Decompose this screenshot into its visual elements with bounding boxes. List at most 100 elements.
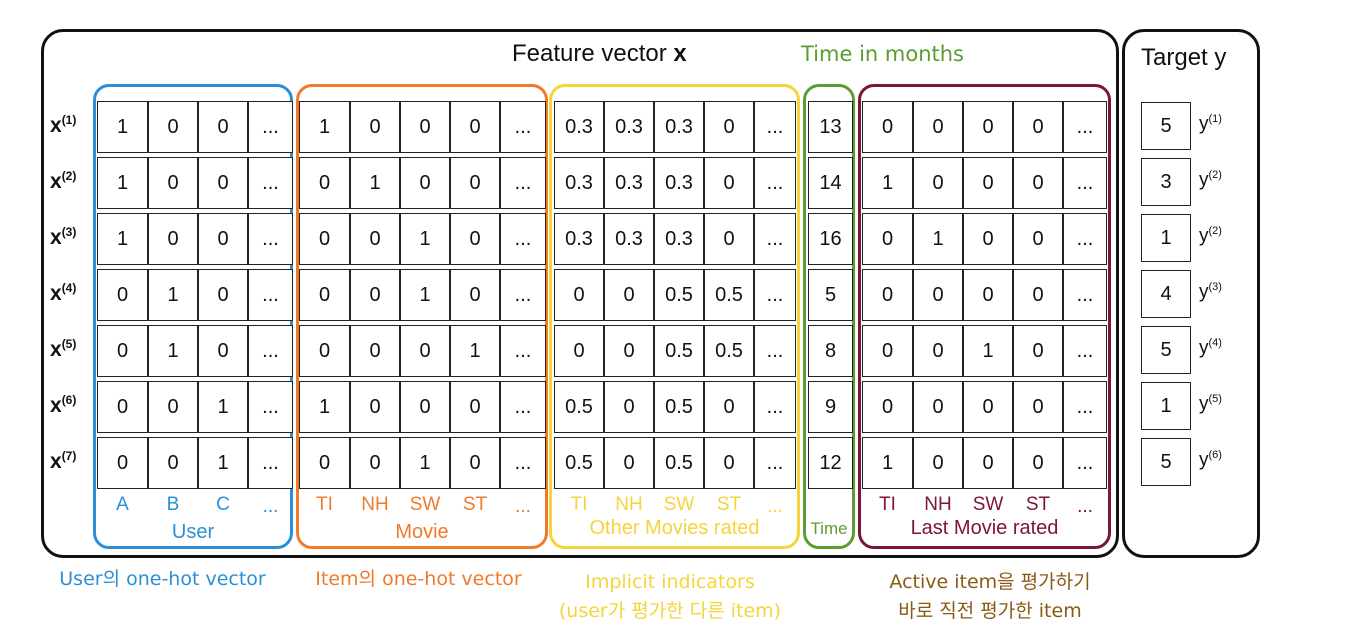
matrix-cell: 0.3 xyxy=(554,101,604,153)
time-group-box xyxy=(803,84,855,549)
matrix-cell: 0 xyxy=(963,381,1013,433)
matrix-cell: ... xyxy=(1063,437,1107,489)
matrix-cell: 0 xyxy=(450,213,500,265)
matrix-cell: ... xyxy=(500,325,546,377)
row-label: x(5) xyxy=(50,337,77,361)
matrix-cell: 0 xyxy=(97,381,148,433)
matrix-cell: ... xyxy=(1063,325,1107,377)
caption-implicit-line1: Implicit indicators xyxy=(585,571,755,593)
matrix-cell: 0 xyxy=(704,157,754,209)
matrix-cell: ... xyxy=(1063,213,1107,265)
matrix-cell: 1 xyxy=(350,157,400,209)
matrix-cell: 0 xyxy=(350,213,400,265)
group-name-user: User xyxy=(171,521,215,543)
matrix-cell: 0 xyxy=(913,325,963,377)
matrix-cell: 0 xyxy=(198,213,248,265)
matrix-cell: 0 xyxy=(450,157,500,209)
matrix-cell: 0.3 xyxy=(654,213,704,265)
last-movie-group-box xyxy=(858,84,1111,549)
column-label-last: SW xyxy=(972,494,1004,515)
column-label-other: TI xyxy=(570,494,588,515)
matrix-cell: 1 xyxy=(299,101,350,153)
target-cell: 1 xyxy=(1141,382,1191,430)
matrix-cell: 1 xyxy=(913,213,963,265)
matrix-cell: ... xyxy=(248,157,293,209)
column-label-last: ST xyxy=(1025,494,1051,515)
target-cell: 1 xyxy=(1141,214,1191,262)
matrix-cell: ... xyxy=(754,213,796,265)
caption-user: User의 one-hot vector xyxy=(59,568,266,590)
target-label: y(5) xyxy=(1199,393,1222,415)
column-label-other: SW xyxy=(663,494,695,515)
matrix-cell: 0 xyxy=(554,269,604,321)
target-label: y(3) xyxy=(1199,281,1222,303)
group-name-movie: Movie xyxy=(395,521,449,543)
matrix-cell: 14 xyxy=(808,157,853,209)
matrix-cell: ... xyxy=(248,381,293,433)
matrix-cell: ... xyxy=(1063,381,1107,433)
matrix-cell: 0.3 xyxy=(604,101,654,153)
matrix-cell: 0.3 xyxy=(654,157,704,209)
caption-active-line2: 바로 직전 평가한 item xyxy=(898,600,1082,622)
column-label-user: A xyxy=(116,494,129,515)
matrix-cell: 0 xyxy=(299,325,350,377)
matrix-cell: 0 xyxy=(1013,157,1063,209)
matrix-cell: 0 xyxy=(450,381,500,433)
matrix-cell: 0 xyxy=(862,325,913,377)
matrix-cell: 0 xyxy=(450,101,500,153)
target-label: y(1) xyxy=(1199,113,1222,135)
matrix-cell: 0 xyxy=(350,381,400,433)
target-cell: 5 xyxy=(1141,438,1191,486)
matrix-cell: 0 xyxy=(148,101,198,153)
matrix-cell: ... xyxy=(500,437,546,489)
column-label-other: ST xyxy=(716,494,742,515)
matrix-cell: 0 xyxy=(450,437,500,489)
matrix-cell: 0 xyxy=(198,157,248,209)
matrix-cell: ... xyxy=(754,269,796,321)
matrix-cell: 0 xyxy=(350,325,400,377)
matrix-cell: 0.5 xyxy=(704,325,754,377)
matrix-cell: 0 xyxy=(913,101,963,153)
matrix-cell: 5 xyxy=(808,269,853,321)
matrix-cell: 0 xyxy=(862,101,913,153)
matrix-cell: 8 xyxy=(808,325,853,377)
matrix-cell: 0 xyxy=(862,213,913,265)
matrix-cell: 0 xyxy=(1013,381,1063,433)
time-in-months-title: Time in months xyxy=(801,42,964,66)
matrix-cell: 1 xyxy=(148,269,198,321)
matrix-cell: 0 xyxy=(704,381,754,433)
matrix-cell: 1 xyxy=(450,325,500,377)
matrix-cell: ... xyxy=(1063,157,1107,209)
matrix-cell: ... xyxy=(248,437,293,489)
matrix-cell: 0 xyxy=(704,437,754,489)
matrix-cell: 0 xyxy=(862,269,913,321)
matrix-cell: 0 xyxy=(400,101,450,153)
matrix-cell: 0 xyxy=(299,157,350,209)
matrix-cell: ... xyxy=(500,381,546,433)
matrix-cell: 0 xyxy=(913,381,963,433)
matrix-cell: 0 xyxy=(97,269,148,321)
matrix-cell: 0 xyxy=(97,325,148,377)
column-label-movie: NH xyxy=(361,494,389,515)
row-label: x(2) xyxy=(50,169,77,193)
matrix-cell: 0 xyxy=(97,437,148,489)
matrix-cell: 1 xyxy=(400,213,450,265)
matrix-cell: 0 xyxy=(604,437,654,489)
matrix-cell: 12 xyxy=(808,437,853,489)
target-cell: 5 xyxy=(1141,326,1191,374)
matrix-cell: 0 xyxy=(299,269,350,321)
matrix-cell: 13 xyxy=(808,101,853,153)
matrix-cell: 0 xyxy=(148,381,198,433)
column-label-movie: ST xyxy=(462,494,488,515)
matrix-cell: ... xyxy=(754,157,796,209)
target-label: y(4) xyxy=(1199,337,1222,359)
matrix-cell: 0.3 xyxy=(604,213,654,265)
target-cell: 5 xyxy=(1141,102,1191,150)
row-label: x(7) xyxy=(50,449,77,473)
matrix-cell: 1 xyxy=(862,157,913,209)
group-name-time: Time xyxy=(810,519,848,538)
matrix-cell: 0.5 xyxy=(654,325,704,377)
matrix-cell: 0 xyxy=(400,325,450,377)
matrix-cell: ... xyxy=(1063,101,1107,153)
matrix-cell: 0.5 xyxy=(554,437,604,489)
